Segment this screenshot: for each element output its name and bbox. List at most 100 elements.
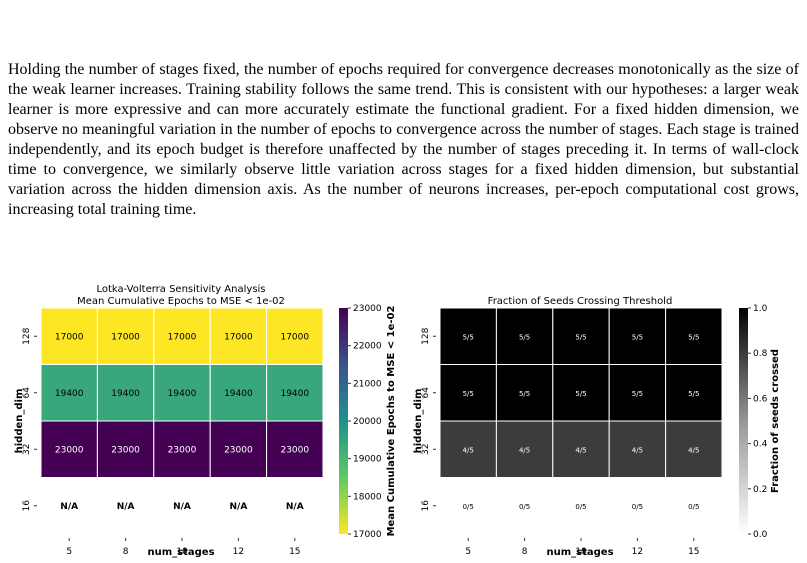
heatmap-cell-label: N/A bbox=[173, 502, 191, 512]
heatmap-epochs: Lotka-Volterra Sensitivity Analysis Mean… bbox=[14, 284, 397, 558]
heatmap-cell-label: 5/5 bbox=[519, 390, 530, 398]
colorbar-tick-label: 0.4 bbox=[753, 440, 768, 450]
y-tick-label: 16 bbox=[22, 500, 32, 512]
heatmap-cell bbox=[552, 307, 610, 365]
heatmap-cell-label: 0/5 bbox=[688, 503, 699, 511]
colorbar-tick-label: 19000 bbox=[353, 455, 382, 465]
colorbar-tick-label: 18000 bbox=[353, 492, 382, 502]
colorbar-epochs bbox=[339, 308, 348, 534]
body-paragraph: Holding the number of stages fixed, the … bbox=[8, 61, 799, 218]
heatmap-cell bbox=[495, 420, 554, 478]
y-tick-label: 32 bbox=[22, 444, 32, 455]
heatmap-seeds-xlabel: num_stages bbox=[546, 547, 613, 558]
heatmap-cell-label: 19400 bbox=[55, 389, 84, 399]
heatmap-cell-label: 0/5 bbox=[463, 503, 474, 511]
heatmap-cell-label: 5/5 bbox=[688, 390, 699, 398]
y-tick-label: 64 bbox=[22, 387, 32, 399]
colorbar-seeds-label: Fraction of seeds crossed bbox=[770, 349, 781, 493]
heatmap-cell bbox=[266, 420, 324, 478]
heatmap-epochs-cells: 17000 17000 17000 17000 17000 19400 19400 19400… bbox=[40, 307, 324, 512]
heatmap-cell bbox=[439, 364, 497, 422]
x-tick-label: 10 bbox=[176, 547, 188, 557]
heatmap-cell bbox=[96, 307, 155, 365]
heatmap-epochs-xlabel: num_stages bbox=[147, 547, 214, 558]
colorbar-tick-label: 22000 bbox=[353, 342, 382, 352]
heatmap-cell bbox=[665, 477, 723, 535]
heatmap-cell bbox=[552, 364, 610, 422]
heatmap-cell-label: 4/5 bbox=[519, 446, 530, 454]
colorbar-tick-label: 21000 bbox=[353, 379, 382, 389]
heatmap-cell bbox=[153, 307, 211, 365]
heatmap-cell bbox=[153, 420, 211, 478]
y-tick-label: 64 bbox=[421, 387, 431, 399]
colorbar-tick-label: 17000 bbox=[353, 530, 382, 540]
heatmap-cell bbox=[40, 307, 98, 365]
heatmap-cell-label: 5/5 bbox=[688, 333, 699, 341]
heatmap-seeds-ylabel: hidden_dim bbox=[413, 389, 424, 454]
heatmap-epochs-subtitle: Mean Cumulative Epochs to MSE < 1e-02 bbox=[77, 296, 285, 307]
heatmap-cell-label: 23000 bbox=[224, 445, 253, 455]
heatmap-cell-label: 0/5 bbox=[519, 503, 530, 511]
y-tick-label: 128 bbox=[22, 327, 32, 344]
x-tick-label: 8 bbox=[123, 547, 129, 557]
heatmap-cell-label: 5/5 bbox=[575, 333, 586, 341]
heatmap-cell-label: 19400 bbox=[224, 389, 253, 399]
colorbar-tick-label: 23000 bbox=[353, 304, 382, 314]
heatmap-cell-label: 19400 bbox=[111, 389, 140, 399]
heatmap-seeds-y-ticks: 128 64 32 16 bbox=[421, 327, 436, 511]
heatmap-cell bbox=[552, 477, 610, 535]
x-tick-label: 12 bbox=[233, 547, 244, 557]
heatmap-cell-label: N/A bbox=[230, 502, 248, 512]
heatmap-cell bbox=[608, 364, 667, 422]
heatmap-cell bbox=[608, 420, 667, 478]
heatmap-cell bbox=[495, 477, 554, 535]
heatmap-cell bbox=[209, 420, 268, 478]
heatmap-epochs-title: Lotka-Volterra Sensitivity Analysis bbox=[96, 284, 265, 295]
y-tick-label: 16 bbox=[421, 500, 431, 512]
heatmap-cell bbox=[96, 420, 155, 478]
heatmap-cell-label: 17000 bbox=[111, 332, 140, 342]
heatmap-cell-label: N/A bbox=[60, 502, 78, 512]
x-tick-label: 8 bbox=[522, 547, 528, 557]
heatmap-cell-label: 5/5 bbox=[632, 390, 643, 398]
heatmap-cell-label: 17000 bbox=[224, 332, 253, 342]
heatmap-seeds-x-ticks: 5 8 10 12 15 bbox=[465, 538, 700, 557]
heatmap-cell-label: N/A bbox=[117, 502, 135, 512]
heatmap-seeds-cells: 5/5 5/5 5/5 5/5 5/5 5/5 5/5 5/5 5/5 5/5 4/5 4/5 4/5 4… bbox=[439, 307, 723, 535]
heatmap-cell-label: 5/5 bbox=[519, 333, 530, 341]
colorbar-seeds bbox=[739, 308, 748, 534]
heatmap-cell bbox=[153, 364, 211, 422]
heatmap-cell-label: 0/5 bbox=[632, 503, 643, 511]
colorbar-seeds-ticks: 0.0 0.2 0.4 0.6 0.8 1.0 bbox=[748, 304, 768, 540]
heatmap-cell bbox=[665, 364, 723, 422]
heatmap-seeds: Fraction of Seeds Crossing Threshold 5/5… bbox=[413, 296, 781, 558]
x-tick-label: 5 bbox=[465, 547, 471, 557]
colorbar-tick-label: 1.0 bbox=[753, 304, 768, 314]
heatmap-cell-label: N/A bbox=[286, 502, 304, 512]
heatmap-cell-label: 23000 bbox=[168, 445, 197, 455]
heatmap-cell-label: 5/5 bbox=[632, 333, 643, 341]
x-tick-label: 10 bbox=[575, 547, 587, 557]
x-tick-label: 15 bbox=[289, 547, 300, 557]
colorbar-epochs-ticks: 17000 18000 19000 20000 21000 22000 23000 bbox=[348, 304, 382, 540]
heatmap-cell bbox=[266, 364, 324, 422]
heatmap-cell-label: 0/5 bbox=[575, 503, 586, 511]
heatmap-cell bbox=[608, 477, 667, 535]
figure-heatmaps: Lotka-Volterra Sensitivity Analysis Mean… bbox=[14, 284, 781, 558]
colorbar-tick-label: 0.0 bbox=[753, 530, 768, 540]
heatmap-seeds-title: Fraction of Seeds Crossing Threshold bbox=[488, 296, 673, 307]
heatmap-epochs-y-ticks: 128 64 32 16 bbox=[22, 327, 37, 511]
x-tick-label: 12 bbox=[632, 547, 643, 557]
colorbar-epochs-label: Mean Cumulative Epochs to MSE < 1e-02 bbox=[386, 306, 397, 537]
colorbar-tick-label: 0.6 bbox=[753, 394, 768, 404]
heatmap-cell-label: 19400 bbox=[280, 389, 309, 399]
x-tick-label: 5 bbox=[66, 547, 72, 557]
heatmap-cell bbox=[665, 307, 723, 365]
x-tick-label: 15 bbox=[688, 547, 699, 557]
heatmap-cell bbox=[40, 364, 98, 422]
y-tick-label: 128 bbox=[421, 327, 431, 344]
heatmap-cell-label: 4/5 bbox=[632, 446, 643, 454]
colorbar-tick-label: 0.8 bbox=[753, 349, 768, 359]
heatmap-cell-label: 19400 bbox=[168, 389, 197, 399]
heatmap-cell-label: 17000 bbox=[55, 332, 84, 342]
